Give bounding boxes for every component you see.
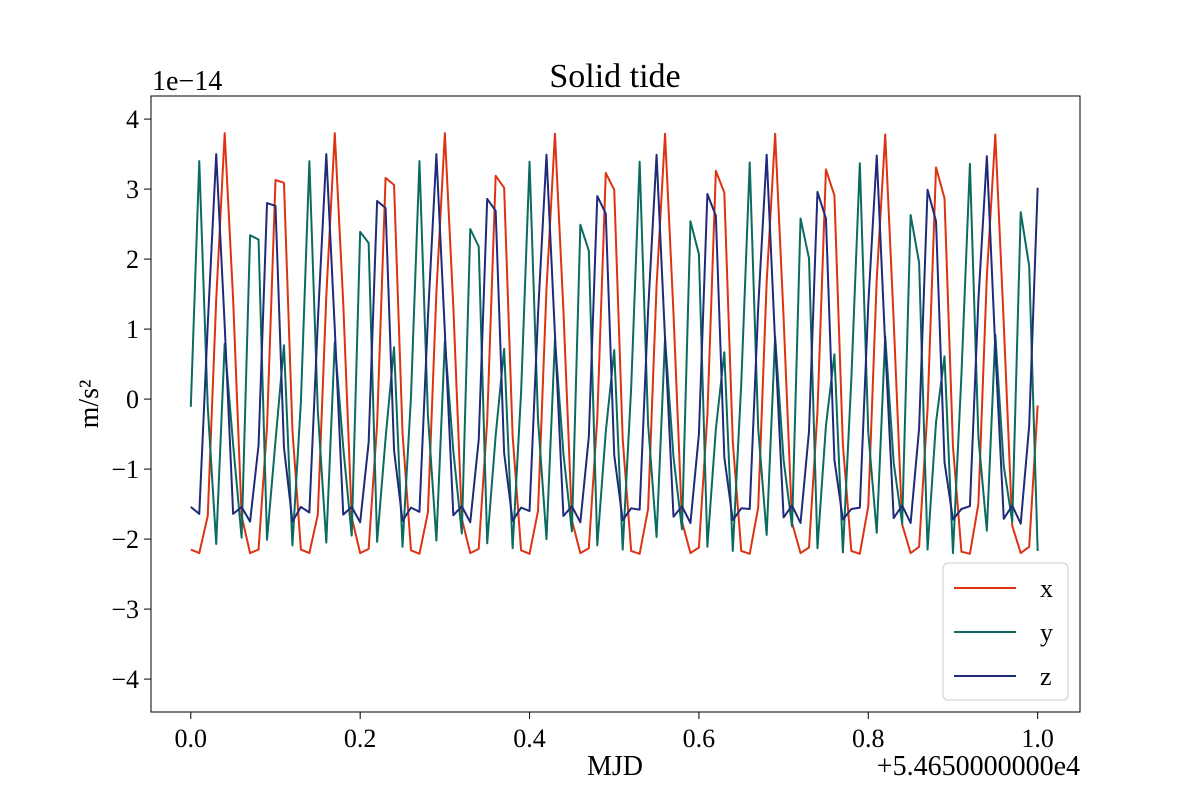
- x-tick-label: 0.6: [683, 724, 716, 753]
- y-offset-label: 1e−14: [152, 66, 222, 97]
- y-tick-label: 3: [126, 175, 139, 204]
- legend-label: y: [1040, 618, 1053, 647]
- x-tick-label: 0.4: [513, 724, 546, 753]
- y-tick-label: 2: [126, 245, 139, 274]
- y-tick-label: −4: [111, 665, 139, 694]
- y-tick-label: 4: [126, 105, 139, 134]
- x-offset-label: +5.4650000000e4: [877, 751, 1080, 782]
- series-line: [189, 160, 1039, 555]
- x-tick-label: 0.2: [344, 724, 377, 753]
- x-axis-label: MJD: [587, 751, 643, 782]
- legend-label: z: [1040, 662, 1052, 691]
- x-tick-label: 0.0: [175, 724, 208, 753]
- y-tick-label: −2: [111, 525, 139, 554]
- legend-label: x: [1040, 574, 1053, 603]
- y-tick-label: −3: [111, 595, 139, 624]
- y-tick-label: −1: [111, 455, 139, 484]
- y-tick-label: 0: [126, 385, 139, 414]
- series-line: [190, 132, 1039, 555]
- plot-frame: [150, 95, 1081, 713]
- x-tick-label: 1.0: [1021, 724, 1054, 753]
- y-axis-label: m/s²: [74, 380, 105, 429]
- x-tick-label: 0.8: [852, 724, 885, 753]
- chart-title: Solid tide: [549, 58, 680, 95]
- y-tick-label: 1: [126, 315, 139, 344]
- series-line: [190, 153, 1039, 525]
